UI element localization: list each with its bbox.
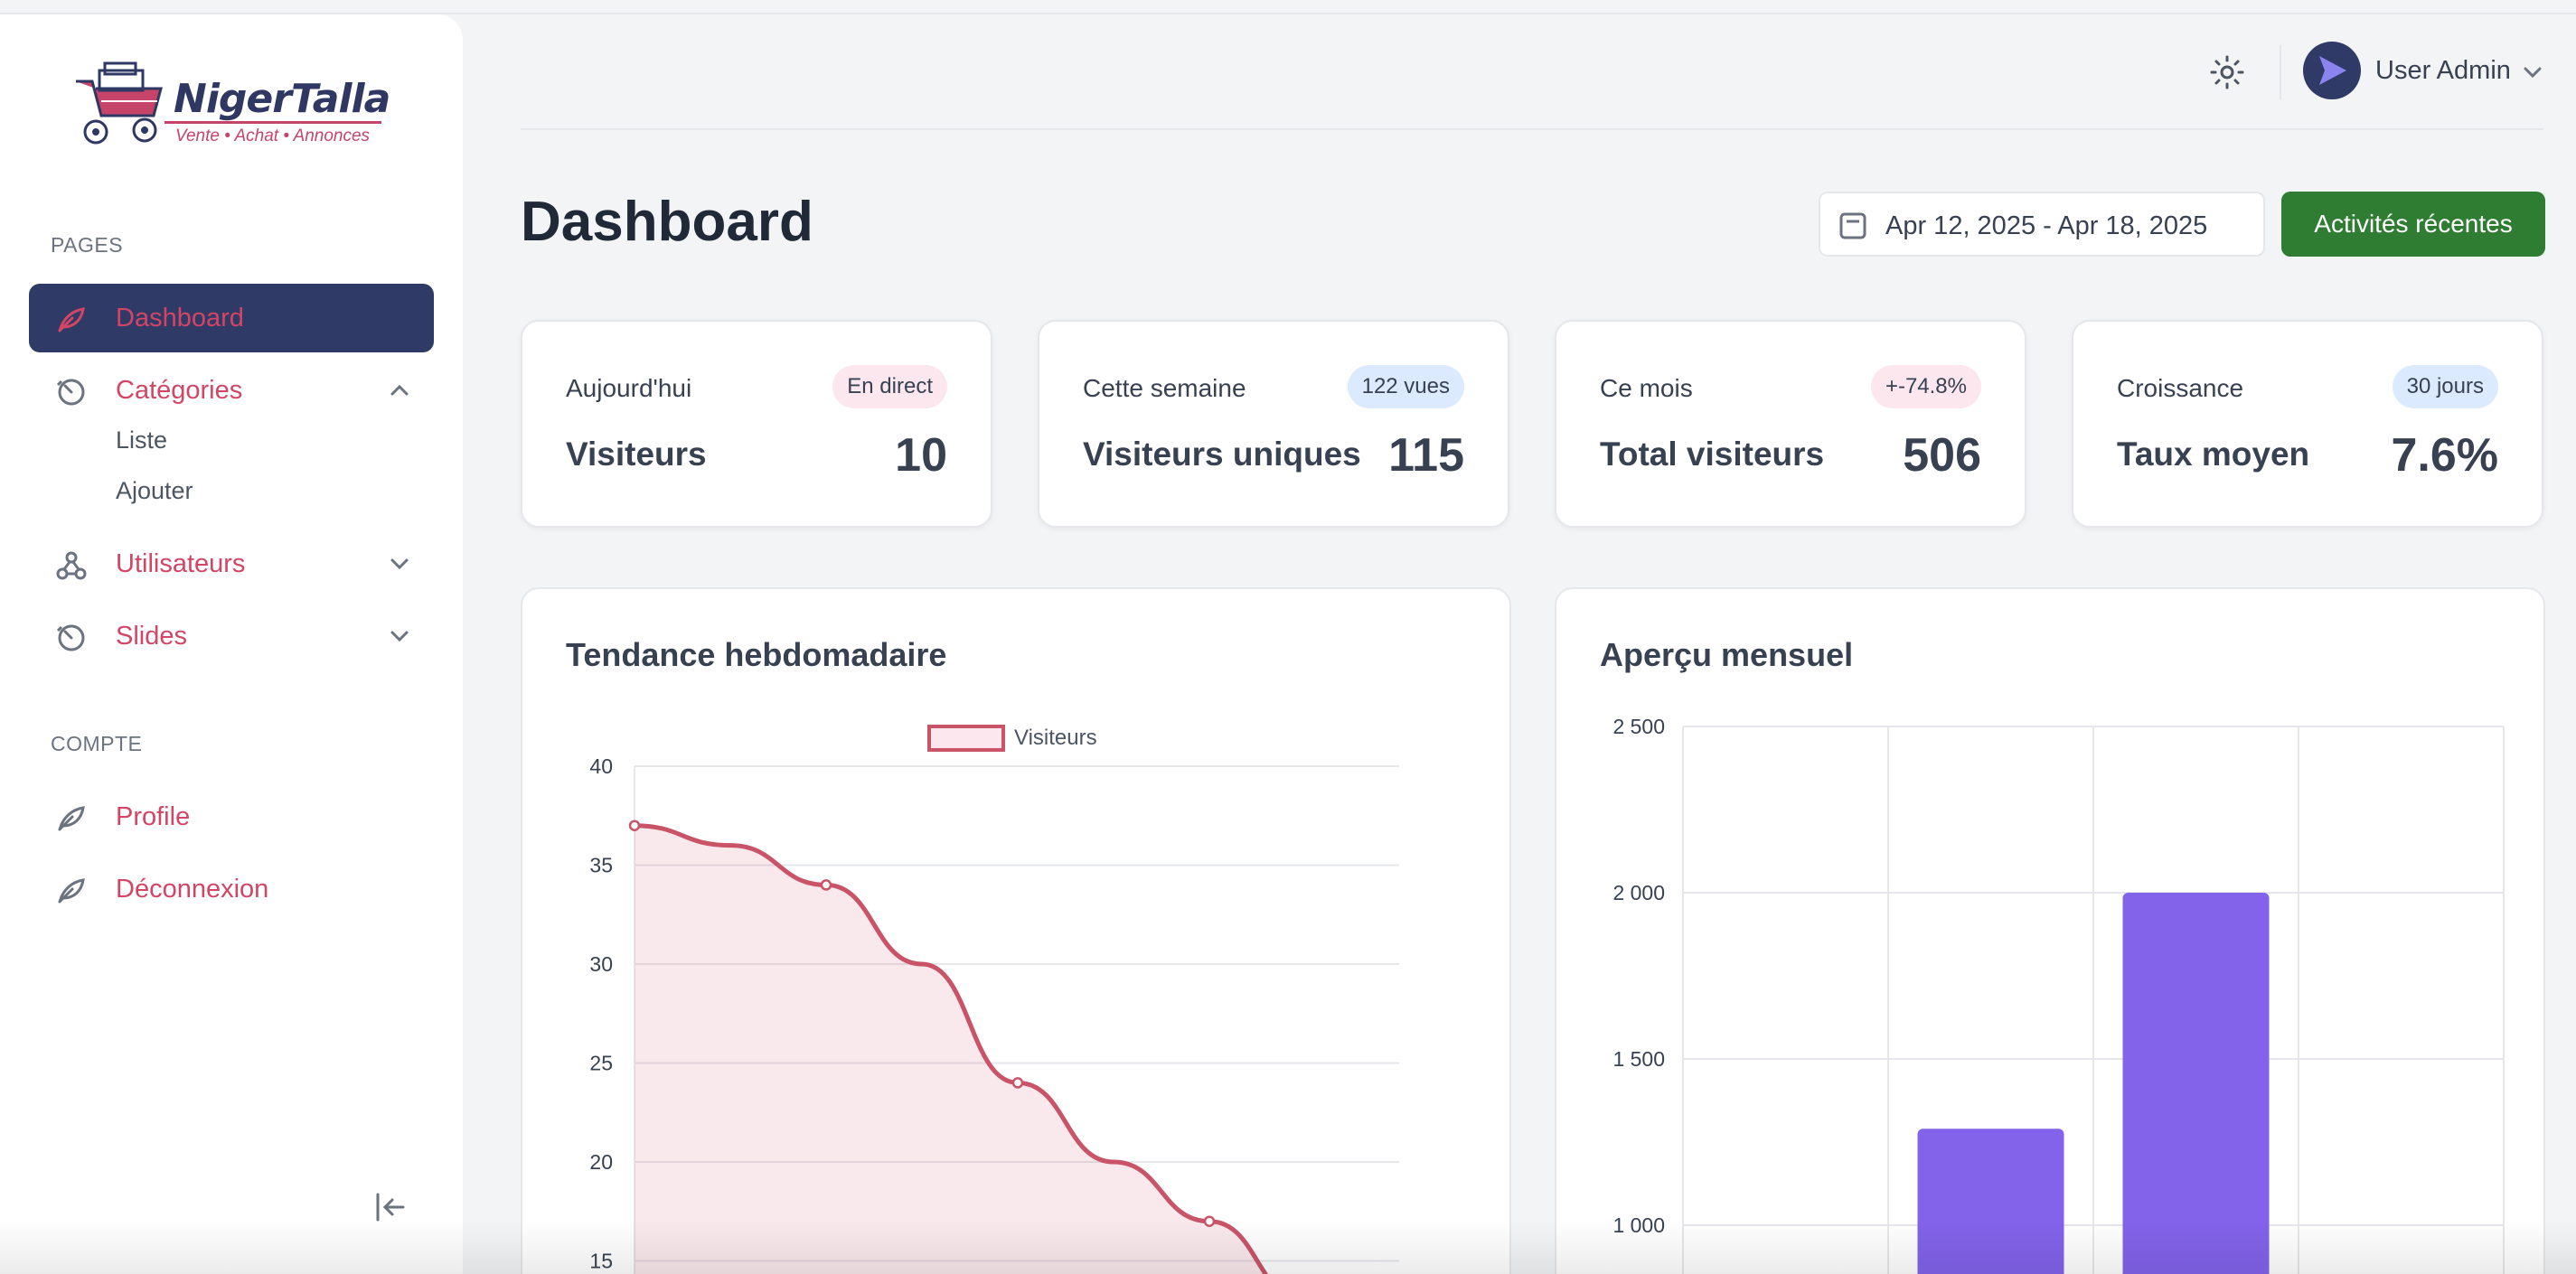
chart-title: Aperçu mensuel <box>1600 636 1854 673</box>
window-top-edge <box>0 0 2576 14</box>
section-label-pages: PAGES <box>51 233 124 257</box>
data-point <box>820 879 832 891</box>
gauge-icon <box>56 379 85 406</box>
y-tick-label: 25 <box>589 1052 613 1075</box>
y-tick-label: 2 500 <box>1612 715 1665 738</box>
sidebar: NigerTalla Vente • Achat • Annonces PAGE… <box>0 14 463 1274</box>
shopping-cart-icon <box>76 61 163 145</box>
sidebar-item-label: Catégories <box>116 375 243 405</box>
sidebar-item-utilisateurs[interactable]: Utilisateurs <box>29 529 434 598</box>
stat-title: Croissance <box>2117 374 2244 402</box>
theme-toggle-sun-icon[interactable] <box>2209 54 2245 90</box>
sidebar-item-label: Utilisateurs <box>116 548 246 578</box>
stat-card-growth: Croissance 30 jours Taux moyen 7.6% <box>2072 320 2543 528</box>
sidebar-item-logout[interactable]: Déconnexion <box>29 855 434 923</box>
sidebar-item-label: Slides <box>116 621 187 651</box>
send-arrow-icon <box>2319 56 2346 85</box>
legend-swatch <box>927 725 1005 752</box>
feather-icon <box>58 878 85 904</box>
recent-activity-button[interactable]: Activités récentes <box>2281 192 2545 257</box>
status-badge: +-74.8% <box>1870 365 1981 408</box>
data-point <box>628 820 641 831</box>
sidebar-item-profile[interactable]: Profile <box>29 782 434 851</box>
feather-icon <box>58 806 85 831</box>
y-tick-label: 30 <box>589 952 613 976</box>
stat-value: 7.6% <box>2391 429 2498 482</box>
y-tick-label: 35 <box>589 854 613 877</box>
calendar-icon <box>1839 212 1866 239</box>
brand-name: NigerTalla <box>174 76 390 122</box>
status-badge: 30 jours <box>2392 365 2498 408</box>
sidebar-subitem-liste[interactable]: Liste <box>116 426 168 454</box>
sidebar-item-dashboard[interactable]: Dashboard <box>29 284 434 352</box>
brand-logo[interactable]: NigerTalla Vente • Achat • Annonces <box>74 61 390 161</box>
stat-value: 10 <box>895 429 947 482</box>
legend-label: Visiteurs <box>1014 726 1097 750</box>
chart-card-weekly: Tendance hebdomadaire Visiteurs 40 35 30 25 2… <box>521 587 1511 1274</box>
y-tick-label: 2 000 <box>1612 881 1665 904</box>
sidebar-item-categories[interactable]: Catégories <box>29 356 434 425</box>
stat-card-today: Aujourd'hui En direct Visiteurs 10 <box>521 320 992 528</box>
chart-title: Tendance hebdomadaire <box>566 636 947 673</box>
sidebar-item-label: Profile <box>116 801 191 831</box>
y-tick-label: 20 <box>589 1150 613 1174</box>
stat-label: Taux moyen <box>2117 436 2310 473</box>
page-title: Dashboard <box>521 191 813 253</box>
status-badge: 122 vues <box>1347 365 1464 408</box>
header-divider-line <box>521 128 2543 130</box>
chevron-down-icon[interactable] <box>387 551 412 576</box>
y-tick-label: 15 <box>589 1250 613 1273</box>
brand-tagline: Vente • Achat • Annonces <box>175 126 371 145</box>
bar-chart: 2 500 2 000 1 500 1 000 <box>1612 715 2505 1274</box>
stat-title: Aujourd'hui <box>566 374 692 402</box>
date-range-text: Apr 12, 2025 - Apr 18, 2025 <box>1885 211 2208 240</box>
stat-label: Visiteurs uniques <box>1083 436 1361 473</box>
avatar[interactable] <box>2303 42 2361 99</box>
area-fill <box>635 825 1266 1274</box>
stat-label: Visiteurs <box>566 436 707 473</box>
stat-title: Ce mois <box>1600 374 1693 402</box>
stat-title: Cette semaine <box>1083 374 1246 402</box>
bar <box>2122 893 2270 1274</box>
date-range-picker[interactable]: Apr 12, 2025 - Apr 18, 2025 <box>1819 192 2265 257</box>
sidebar-subitem-ajouter[interactable]: Ajouter <box>116 477 193 504</box>
data-point <box>1203 1215 1216 1227</box>
status-badge: En direct <box>832 365 947 408</box>
stat-value: 506 <box>1903 429 1981 482</box>
y-tick-label: 1 000 <box>1612 1213 1665 1237</box>
stat-card-month: Ce mois +-74.8% Total visiteurs 506 <box>1555 320 2026 528</box>
y-tick-label: 40 <box>589 754 613 778</box>
feather-icon <box>58 307 85 333</box>
header-divider <box>2280 45 2281 99</box>
sidebar-item-slides[interactable]: Slides <box>29 602 434 670</box>
chevron-down-icon[interactable] <box>387 623 412 649</box>
sidebar-item-label: Dashboard <box>116 303 244 333</box>
chart-card-monthly: Aperçu mensuel 2 500 2 000 1 500 1 000 <box>1555 587 2545 1274</box>
stat-card-week: Cette semaine 122 vues Visiteurs uniques… <box>1038 320 1509 528</box>
sidebar-item-label: Déconnexion <box>116 874 269 904</box>
chevron-down-icon[interactable] <box>2522 61 2543 83</box>
stat-value: 115 <box>1388 429 1464 482</box>
gauge-icon <box>56 624 85 651</box>
share-nodes-icon <box>56 551 87 580</box>
collapse-sidebar-icon[interactable] <box>372 1189 409 1225</box>
brand-underline <box>165 121 381 124</box>
line-chart: Visiteurs 40 35 30 25 20 15 <box>589 725 1399 1274</box>
bar <box>1917 1129 2064 1274</box>
series-line <box>634 823 1269 1274</box>
section-label-account: COMPTE <box>51 732 143 755</box>
stat-label: Total visiteurs <box>1600 436 1825 473</box>
user-name[interactable]: User Admin <box>2375 56 2511 85</box>
chevron-up-icon[interactable] <box>387 378 412 403</box>
data-point <box>1011 1077 1024 1089</box>
y-tick-label: 1 500 <box>1612 1047 1665 1071</box>
